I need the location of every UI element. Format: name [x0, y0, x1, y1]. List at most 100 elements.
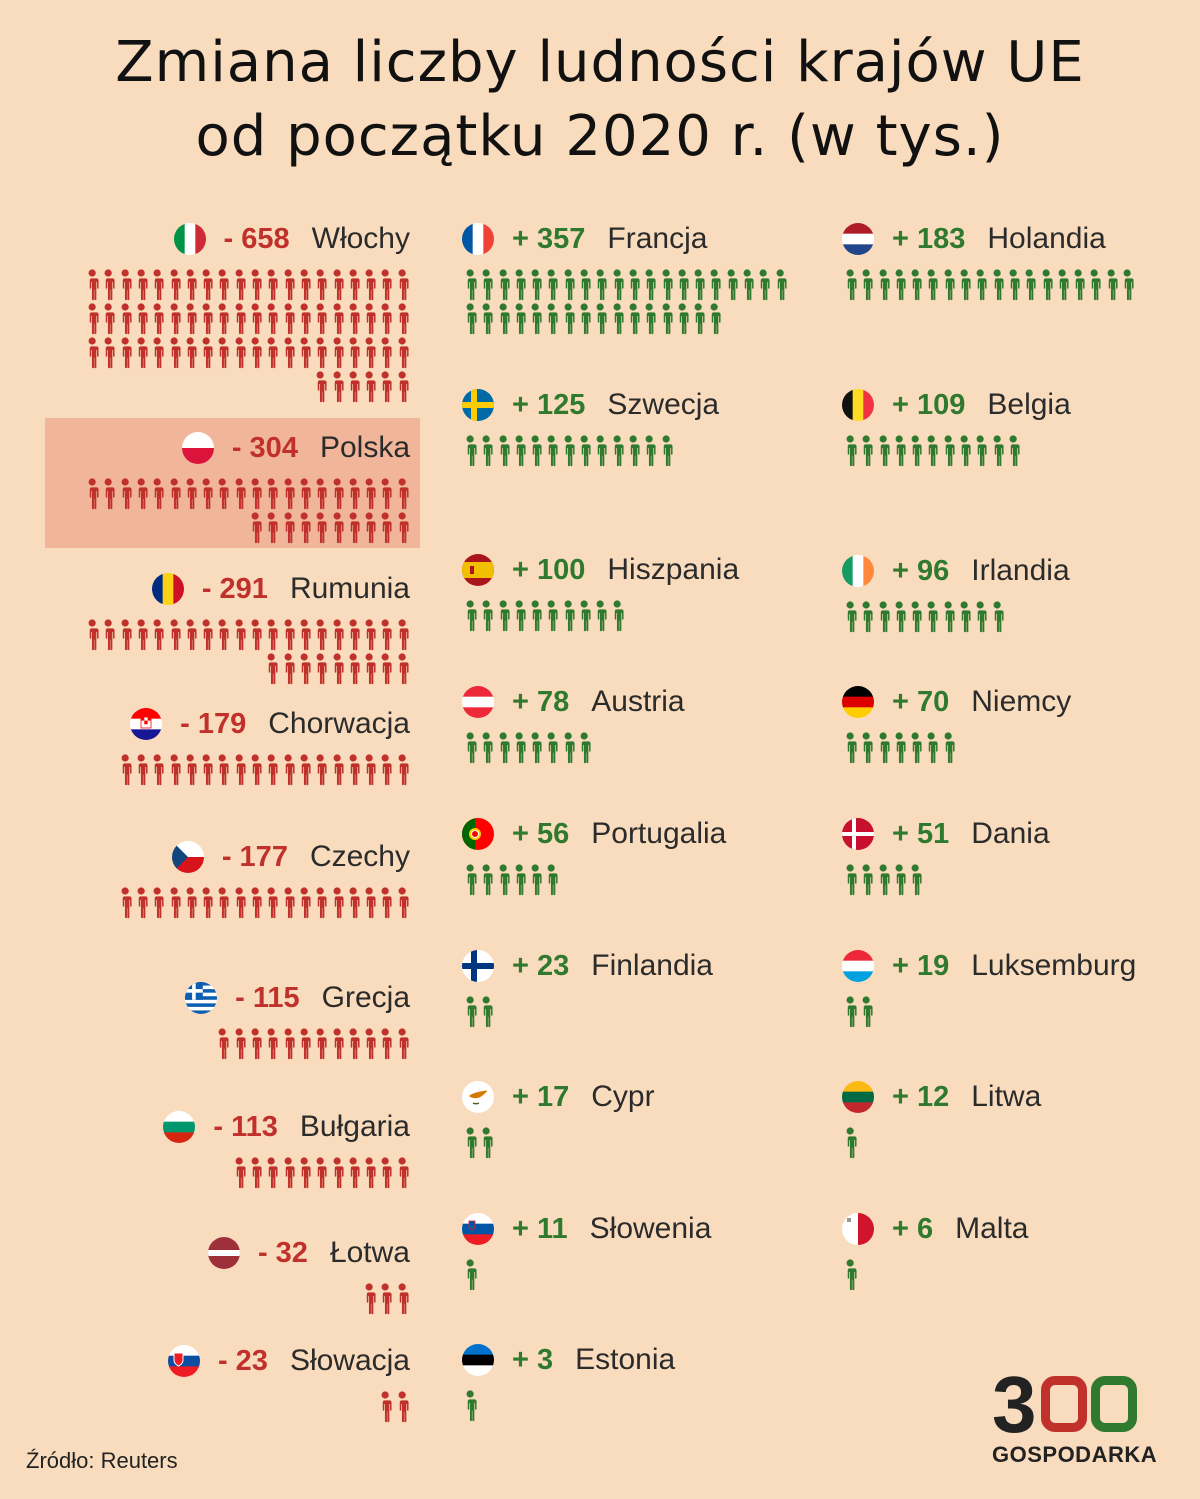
country-header: - 113 Bułgaria	[163, 1107, 410, 1147]
person-icon	[891, 864, 907, 898]
person-icon	[149, 303, 165, 337]
person-icon	[609, 600, 625, 634]
country-name: Polska	[319, 431, 410, 464]
person-row	[842, 1127, 858, 1161]
person-icons	[84, 478, 410, 546]
person-icons	[842, 996, 875, 1030]
person-row	[842, 732, 956, 766]
person-icon	[345, 303, 361, 337]
person-icon	[495, 303, 511, 337]
person-icon	[280, 653, 296, 687]
person-row	[462, 864, 560, 898]
person-icon	[231, 887, 247, 921]
person-row	[377, 1391, 410, 1425]
person-icon	[576, 600, 592, 634]
person-icon	[263, 887, 279, 921]
person-row	[462, 269, 788, 303]
person-row	[462, 303, 788, 337]
value-label: - 177	[221, 840, 288, 873]
person-icon	[462, 732, 478, 766]
person-icon	[133, 887, 149, 921]
country-name: Finlandia	[591, 949, 713, 982]
person-icon	[100, 619, 116, 653]
person-icon	[377, 512, 393, 546]
country-entry-latvia: - 32 Łotwa	[45, 1233, 420, 1317]
person-icon	[247, 619, 263, 653]
person-icon	[462, 303, 478, 337]
person-icon	[231, 1028, 247, 1062]
person-row	[214, 1028, 410, 1062]
country-entry-lithuania: + 12 Litwa	[842, 1077, 1182, 1161]
person-row	[462, 1127, 495, 1161]
person-icon	[377, 269, 393, 303]
person-icon	[658, 435, 674, 469]
person-icon	[462, 996, 478, 1030]
country-entry-slovenia: + 11 Słowenia	[462, 1209, 822, 1293]
country-entry-finland: + 23 Finlandia	[462, 946, 822, 1030]
person-icon	[214, 303, 230, 337]
person-icons	[842, 601, 1005, 635]
value-label: + 109	[892, 388, 966, 421]
person-icon	[117, 754, 133, 788]
person-icon	[345, 619, 361, 653]
person-icon	[527, 303, 543, 337]
country-name: Bułgaria	[299, 1110, 410, 1143]
person-icon	[312, 1028, 328, 1062]
person-icon	[394, 478, 410, 512]
person-icon	[231, 754, 247, 788]
person-icons	[361, 1283, 410, 1317]
country-name: Litwa	[971, 1080, 1042, 1113]
person-icon	[345, 371, 361, 405]
person-icon	[214, 269, 230, 303]
person-icon	[972, 601, 988, 635]
person-icon	[462, 435, 478, 469]
person-icon	[329, 337, 345, 371]
person-icon	[394, 269, 410, 303]
person-icon	[84, 478, 100, 512]
person-icon	[198, 303, 214, 337]
person-icon	[462, 1127, 478, 1161]
person-icon	[772, 269, 788, 303]
person-icons	[842, 435, 1021, 469]
romania-flag-icon	[151, 573, 184, 605]
person-icon	[100, 269, 116, 303]
person-icon	[972, 269, 988, 303]
person-icon	[182, 754, 198, 788]
value-label: + 17	[512, 1080, 570, 1113]
person-row	[117, 754, 410, 788]
person-icon	[875, 732, 891, 766]
person-icon	[543, 303, 559, 337]
person-icon	[231, 478, 247, 512]
person-icon	[576, 732, 592, 766]
person-icon	[247, 1157, 263, 1191]
person-icon	[478, 600, 494, 634]
country-header: + 17 Cypr	[462, 1077, 655, 1117]
denmark-flag-icon	[842, 818, 874, 850]
value-label: + 6	[892, 1212, 934, 1245]
logo-digit-3: 3	[992, 1360, 1037, 1449]
person-icon	[100, 478, 116, 512]
person-icon	[296, 269, 312, 303]
person-row	[842, 269, 1135, 303]
person-icon	[166, 337, 182, 371]
person-icon	[329, 303, 345, 337]
person-icon	[345, 269, 361, 303]
value-label: + 100	[512, 553, 586, 586]
person-icon	[739, 269, 755, 303]
person-icon	[247, 887, 263, 921]
person-icon	[312, 887, 328, 921]
person-icons	[842, 1127, 858, 1161]
person-icon	[280, 1157, 296, 1191]
person-icon	[198, 754, 214, 788]
person-icon	[198, 887, 214, 921]
person-icon	[329, 478, 345, 512]
person-icon	[625, 303, 641, 337]
person-icons	[231, 1157, 410, 1191]
logo-number: 3	[992, 1360, 1168, 1449]
france-flag-icon	[462, 223, 494, 255]
malta-flag-icon	[842, 1213, 874, 1245]
person-row	[84, 478, 410, 512]
country-name: Luksemburg	[971, 949, 1137, 982]
person-icon	[296, 619, 312, 653]
person-icon	[345, 1157, 361, 1191]
